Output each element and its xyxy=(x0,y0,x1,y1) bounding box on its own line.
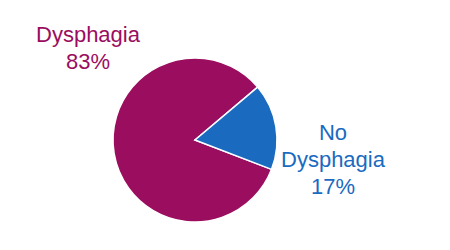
pie-slice xyxy=(195,87,277,169)
chart: Dysphagia83% NoDysphagia17% xyxy=(0,0,450,250)
slices xyxy=(113,58,277,222)
category-label: NoDysphagia xyxy=(281,120,386,172)
category-label: Dysphagia xyxy=(36,22,141,47)
page: {"chart_data": {"type": "pie", "categori… xyxy=(0,0,450,250)
data-label: 83% xyxy=(66,49,110,74)
data-label: 17% xyxy=(311,174,355,199)
